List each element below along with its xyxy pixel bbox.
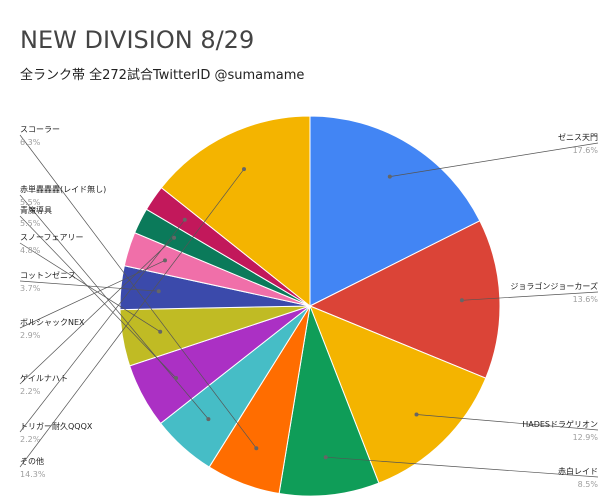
leader-dot-10 — [172, 235, 177, 240]
leader-dot-9 — [163, 258, 167, 263]
leader-dot-2 — [414, 412, 419, 417]
slice-label-value-1: 13.6% — [573, 295, 599, 304]
slice-label-value-9: 2.9% — [20, 331, 41, 340]
leader-dot-0 — [387, 174, 392, 179]
slice-label-value-12: 14.3% — [20, 470, 46, 479]
leader-line-4 — [19, 134, 257, 449]
leader-line-2 — [416, 414, 599, 431]
leader-line-8 — [19, 280, 159, 292]
label-6: 青魔導具 5.5% — [19, 205, 179, 380]
slice-label-name-0: ゼニス天門 — [558, 132, 598, 142]
slice-label-name-8: コットンゼニス — [20, 270, 76, 280]
slice-label-value-10: 2.2% — [20, 387, 41, 396]
label-2: HADESドラゲリオン 12.9% — [414, 412, 599, 442]
slice-label-value-2: 12.9% — [573, 433, 599, 442]
leader-line-9 — [19, 260, 166, 329]
slice-label-name-5: 赤単轟轟轟(レイド無し) — [20, 184, 106, 194]
leader-dot-1 — [459, 298, 464, 303]
leader-dot-7 — [158, 329, 163, 334]
slice-12 — [160, 115, 311, 308]
label-4: スコーラー 6.3% — [19, 125, 259, 451]
label-0: ゼニス天門 17.6% — [387, 132, 599, 179]
chart-title: NEW DIVISION 8/29 — [20, 26, 255, 54]
slice-label-name-1: ジョラゴンジョーカーズ — [510, 281, 598, 291]
slice-label-name-7: スノーフェアリー — [20, 233, 84, 242]
leader-dot-3 — [323, 455, 328, 460]
leader-line-0 — [389, 142, 599, 177]
slice-label-value-0: 17.6% — [573, 146, 599, 155]
label-7: スノーフェアリー 4.8% — [19, 233, 163, 334]
slice-0 — [309, 115, 481, 307]
leader-line-10 — [19, 237, 175, 385]
slice-label-name-11: トリガー耐久QQQX — [20, 421, 93, 431]
leader-line-11 — [19, 219, 186, 433]
leader-line-6 — [19, 215, 177, 379]
leader-dot-8 — [156, 289, 161, 294]
leader-line-3 — [325, 456, 599, 478]
slice-label-name-2: HADESドラゲリオン — [522, 419, 598, 429]
leader-line-5 — [19, 194, 209, 420]
leader-dot-5 — [206, 417, 211, 422]
label-12: その他 14.3% — [19, 167, 246, 479]
slice-label-name-4: スコーラー — [20, 125, 60, 134]
slice-label-value-4: 6.3% — [20, 138, 41, 147]
leader-dot-6 — [174, 376, 179, 380]
leader-line-12 — [19, 168, 245, 468]
slice-2 — [309, 305, 487, 484]
slice-label-name-12: その他 — [20, 456, 44, 466]
slice-label-name-9: ボルシャックNEX — [20, 318, 85, 327]
chart-subtitle: 全ランク帯 全272試合TwitterID @sumamame — [20, 68, 305, 83]
leader-dot-4 — [254, 446, 259, 451]
label-11: トリガー耐久QQQX 2.2% — [19, 217, 187, 444]
slice-label-name-6: 青魔導具 — [20, 205, 52, 215]
label-9: ボルシャックNEX 2.9% — [19, 258, 167, 340]
slice-1 — [308, 220, 501, 379]
slice-label-value-6: 5.5% — [20, 219, 41, 228]
label-5: 赤単轟轟轟(レイド無し) 5.5% — [19, 184, 211, 422]
label-1: ジョラゴンジョーカーズ 13.6% — [459, 281, 599, 304]
slice-label-value-3: 8.5% — [578, 480, 599, 489]
leader-line-7 — [19, 242, 161, 332]
slice-3 — [278, 304, 380, 497]
leader-line-1 — [461, 291, 599, 301]
label-8: コットンゼニス 3.7% — [19, 270, 161, 294]
label-3: 赤白レイド 8.5% — [323, 455, 599, 489]
label-10: ゲイルナハト 2.2% — [19, 235, 177, 396]
leader-dot-12 — [242, 167, 246, 172]
slice-label-name-10: ゲイルナハト — [20, 373, 68, 383]
slice-label-value-7: 4.8% — [20, 246, 41, 255]
slice-label-value-11: 2.2% — [20, 435, 41, 444]
leader-dot-11 — [182, 217, 187, 222]
slice-label-value-5: 5.5% — [20, 198, 41, 207]
slice-label-name-3: 赤白レイド — [558, 466, 598, 476]
slice-label-value-8: 3.7% — [20, 284, 41, 293]
